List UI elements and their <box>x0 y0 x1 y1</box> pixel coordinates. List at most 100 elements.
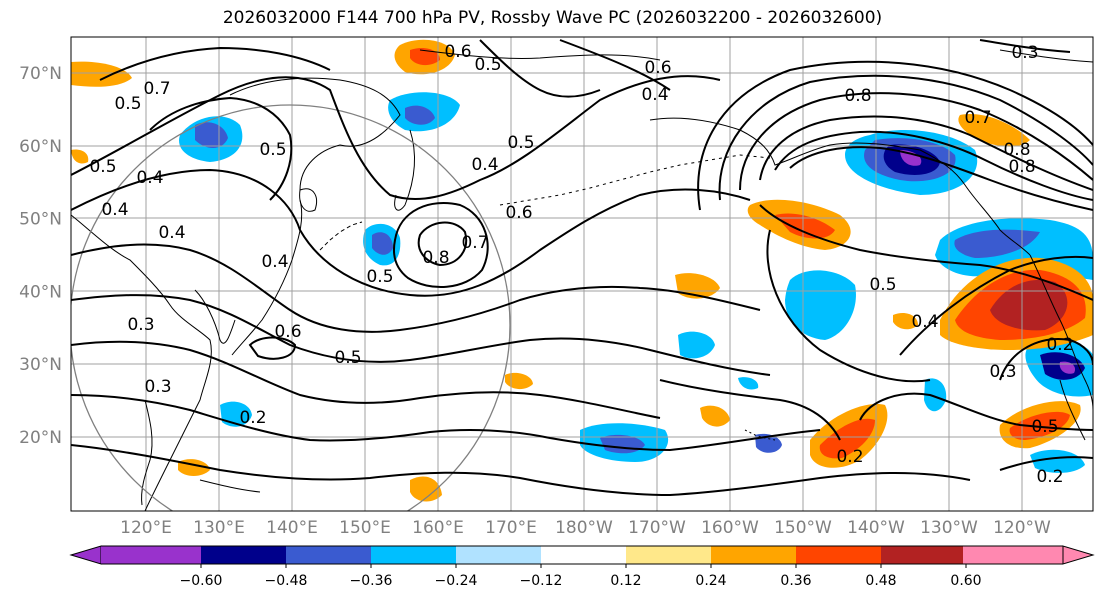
contour-label: 0.5 <box>1031 417 1058 437</box>
pv-contour <box>774 130 1093 201</box>
anomaly-blob <box>405 105 435 125</box>
pv-contour <box>71 294 771 376</box>
pv-contour <box>766 229 931 383</box>
pv-contour <box>859 392 1093 431</box>
contour-label: 0.7 <box>143 79 170 99</box>
anomaly-blob <box>738 377 759 390</box>
colorbar-segment <box>201 546 287 564</box>
lat-label: 70°N <box>19 64 62 84</box>
pv-contour <box>697 60 1093 211</box>
colorbar-extend-min <box>69 545 102 565</box>
lat-label: 60°N <box>19 137 62 157</box>
anomaly-blob <box>893 313 918 330</box>
anomaly-blob <box>954 229 1040 258</box>
contour-label: 0.2 <box>1036 467 1063 487</box>
contour-label: 0.6 <box>444 42 471 62</box>
lon-label: 170°E <box>485 518 537 538</box>
coast-arctic-ru <box>419 49 661 61</box>
contour-label: 0.5 <box>259 140 286 160</box>
colorbar-tick-label: −0.60 <box>180 573 223 589</box>
contour-label: 0.6 <box>274 322 301 342</box>
lat-label: 40°N <box>19 282 62 302</box>
colorbar-tick-label: 0.24 <box>695 573 726 589</box>
contour-label: 0.3 <box>144 377 171 397</box>
colorbar-segment <box>711 546 797 564</box>
coast-hawaii <box>744 429 776 441</box>
anomaly-blob <box>700 405 730 427</box>
anomaly-blob <box>924 378 947 412</box>
contour-label: 0.5 <box>869 275 896 295</box>
contour-label: 0.5 <box>114 94 141 114</box>
contour-label: 0.4 <box>101 200 128 220</box>
pv-contour <box>759 115 1093 191</box>
coast-baja <box>1059 379 1086 441</box>
anomaly-blob <box>755 433 782 453</box>
colorbar-segment <box>963 546 1063 564</box>
pv-contour <box>659 379 841 441</box>
colorbar-tick-label: 0.12 <box>610 573 641 589</box>
coast-na-west <box>1029 254 1093 411</box>
contour-label: 0.5 <box>89 157 116 177</box>
lon-label: 120°E <box>120 518 172 538</box>
contour-label: 0.6 <box>505 203 532 223</box>
longitude-labels: 120°E 130°E 140°E 150°E 160°E 170°E 180°W 170°W… <box>120 518 1051 538</box>
anomaly-blob <box>678 331 715 359</box>
lon-label: 150°W <box>774 518 832 538</box>
lon-label: 160°E <box>412 518 464 538</box>
contour-label: 0.8 <box>1003 140 1030 160</box>
contour-label: 0.4 <box>136 168 163 188</box>
lon-label: 120°W <box>993 518 1051 538</box>
contour-label: 0.5 <box>474 55 501 75</box>
pv-contour <box>71 394 821 452</box>
lon-label: 160°W <box>701 518 759 538</box>
colorbar-segments <box>69 545 1095 565</box>
contour-label: 0.2 <box>836 447 863 467</box>
contour-labels: 0.60.50.50.70.60.50.40.50.40.80.70.80.80… <box>89 42 1073 487</box>
anomaly-blob <box>775 213 835 239</box>
colorbar-segment <box>371 546 457 564</box>
contour-label: 0.7 <box>964 108 991 128</box>
anomaly-blob <box>71 61 132 87</box>
anomaly-blob <box>410 476 442 502</box>
pv-contour <box>999 456 1093 471</box>
contour-label: 0.4 <box>261 252 288 272</box>
reference-circle <box>71 104 511 511</box>
lon-label: 130°W <box>920 518 978 538</box>
pv-contour <box>559 39 671 91</box>
contour-label: 0.2 <box>1046 335 1073 355</box>
pv-contour <box>71 444 971 497</box>
pv-contour <box>759 204 1093 301</box>
colorbar-tick-label: −0.24 <box>435 573 478 589</box>
pv-contour <box>392 202 489 288</box>
colorbar-segment <box>626 546 712 564</box>
anomaly-blob <box>372 232 393 255</box>
pv-contour <box>71 243 761 333</box>
lon-label: 140°W <box>847 518 905 538</box>
pv-contour <box>899 255 1093 356</box>
anomaly-blob <box>195 122 228 148</box>
colorbar-tick-label: −0.48 <box>265 573 308 589</box>
pv-contour <box>71 340 661 419</box>
coast-okhotsk <box>229 77 401 191</box>
anomaly-blob <box>1059 361 1076 374</box>
lon-label: 140°E <box>266 518 318 538</box>
pv-contour <box>979 39 1071 53</box>
coast-canada-north <box>999 49 1093 63</box>
anomaly-blob <box>71 149 89 164</box>
colorbar-ticks: −0.60 −0.48 −0.36 −0.24 −0.12 0.12 0.24 0.36 0.4… <box>180 564 982 589</box>
contour-label: 0.4 <box>641 85 668 105</box>
pv-contour <box>248 336 297 360</box>
colorbar-tick-label: 0.60 <box>950 573 981 589</box>
pv-contour <box>99 46 331 81</box>
pv-contour <box>479 39 601 98</box>
contour-label: 0.3 <box>989 362 1016 382</box>
colorbar-tick-label: −0.36 <box>350 573 393 589</box>
coast-kuril <box>319 221 363 251</box>
lat-label: 30°N <box>19 355 62 375</box>
coast-kamchatka <box>394 129 415 211</box>
contour-label: 0.4 <box>158 223 185 243</box>
graticule <box>71 37 1093 511</box>
contour-label: 0.4 <box>471 155 498 175</box>
anomaly-blob <box>675 273 720 299</box>
